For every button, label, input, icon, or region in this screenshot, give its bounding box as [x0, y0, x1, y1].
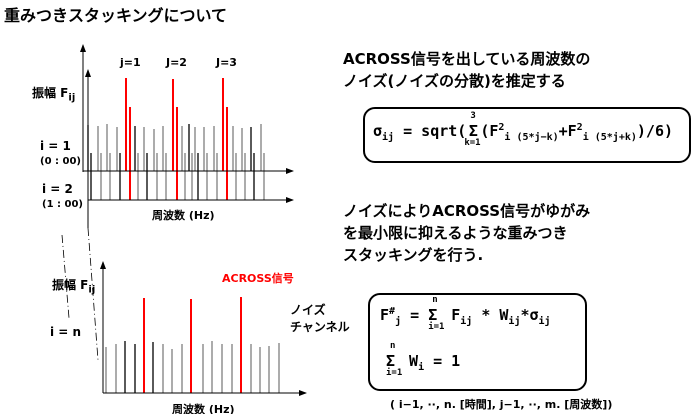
row-n-label: i = n — [50, 325, 82, 339]
explanation-2-line-3: スタッキングを行う. — [343, 246, 484, 264]
bottom-y-label: 振幅 Fij — [52, 278, 96, 296]
ellipsis-line-2 — [87, 227, 99, 361]
row2-label: i = 2 — [42, 182, 73, 196]
row1-label: i = 1 — [40, 139, 71, 153]
explanation-1-line-1: ACROSS信号を出している周波数の — [343, 50, 591, 68]
bottom-x-label: 周波数 (Hz) — [172, 403, 235, 414]
row2-time: (1 : 00) — [42, 199, 83, 210]
explanation-2-line-2: を最小限に抑えるような重みつき — [343, 224, 568, 242]
stacking-formula-box — [368, 293, 587, 391]
row1-time: (0 : 00) — [40, 156, 81, 167]
index-note: ( i−1, ··, n. [時間], j−1, ··, m. [周波数]) — [390, 398, 613, 411]
j-label-1: j=1 — [120, 56, 141, 69]
noise-formula-box — [363, 107, 691, 163]
explanation-2-line-1: ノイズによりACROSS信号がゆがみ — [343, 202, 591, 220]
explanation-1-line-2: ノイズ(ノイズの分散)を推定する — [343, 72, 566, 90]
noise-label-2: チャンネル — [290, 320, 350, 334]
top-y-label: 振幅 Fij — [32, 86, 76, 104]
ellipsis-line-1 — [61, 234, 70, 319]
top-x-label: 周波数 (Hz) — [152, 209, 215, 222]
j-label-3: J=3 — [216, 56, 237, 69]
slide-title: 重みつきスタッキングについて — [4, 6, 228, 25]
explanation-1: ACROSS信号を出している周波数の ノイズ(ノイズの分散)を推定する — [343, 48, 590, 92]
explanation-2: ノイズによりACROSS信号がゆがみ を最小限に抑えるような重みつき スタッキン… — [343, 200, 590, 266]
signal-label: ACROSS信号 — [222, 272, 294, 285]
j-label-2: J=2 — [166, 56, 187, 69]
noise-label-1: ノイズ — [290, 303, 326, 317]
